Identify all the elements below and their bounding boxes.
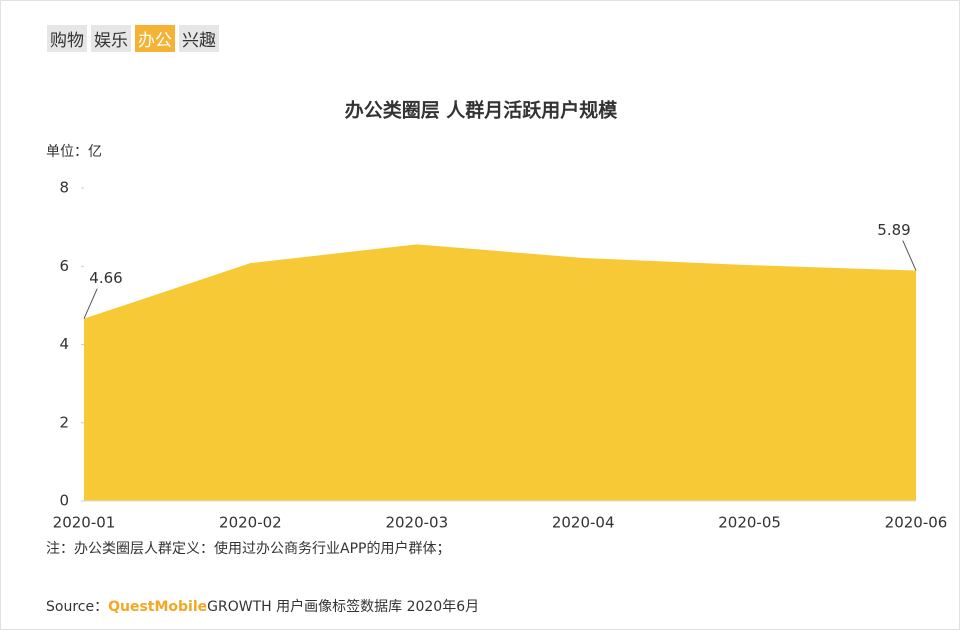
source-rest: GROWTH 用户画像标签数据库 2020年6月	[207, 598, 479, 615]
leader-line	[83, 288, 98, 319]
data-label: 5.89	[877, 221, 910, 239]
x-tick-label: 2020-02	[219, 514, 282, 532]
leader-line	[902, 240, 917, 271]
tab[interactable]: 办公	[135, 25, 175, 52]
y-tick-label: 4	[59, 335, 69, 353]
source-prefix: Source：	[46, 599, 108, 615]
y-tick-label: 0	[59, 492, 69, 510]
area	[84, 244, 916, 501]
y-tick-label: 8	[59, 179, 69, 197]
x-tick-label: 2020-05	[718, 514, 781, 532]
x-tick-label: 2020-06	[885, 514, 948, 532]
source-brand: QuestMobile	[108, 599, 207, 615]
tab-bar: 购物 娱乐 办公 兴趣	[47, 25, 219, 52]
tab[interactable]: 兴趣	[179, 25, 219, 52]
x-tick-label: 2020-03	[385, 514, 448, 532]
data-label: 4.66	[89, 269, 122, 287]
chart-title: 办公类圈层 人群月活跃用户规模	[345, 99, 619, 122]
source: Source：QuestMobileGROWTH 用户画像标签数据库 2020年…	[46, 598, 479, 615]
y-tick-label: 6	[59, 257, 69, 275]
tab[interactable]: 娱乐	[91, 25, 131, 52]
tab[interactable]: 购物	[47, 25, 87, 52]
x-tick-label: 2020-01	[53, 514, 116, 532]
unit-label: 单位：亿	[46, 144, 102, 160]
y-tick-label: 2	[59, 413, 69, 431]
x-tick-label: 2020-04	[552, 514, 615, 532]
footnote: 注：办公类圈层人群定义：使用过办公商务行业APP的用户群体；	[46, 540, 450, 557]
